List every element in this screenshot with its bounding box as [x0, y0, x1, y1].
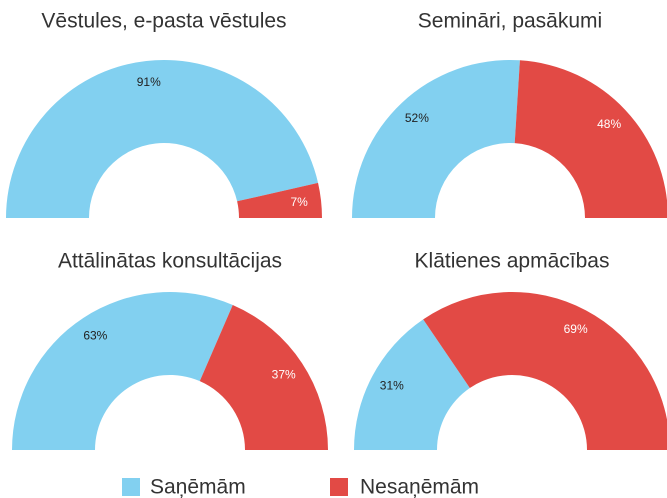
legend-swatch	[330, 478, 348, 496]
donut-slice	[352, 59, 520, 218]
chart-title: Vēstules, e-pasta vēstules	[41, 10, 286, 33]
donut-slice	[6, 60, 319, 219]
slice-label: 48%	[597, 117, 621, 131]
slice-label: 52%	[405, 111, 429, 125]
slice-label: 63%	[83, 329, 107, 343]
chart-title: Attālinātas konsultācijas	[58, 250, 282, 273]
chart-title: Semināri, pasākumi	[418, 10, 602, 33]
legend-label: Saņēmām	[150, 476, 246, 498]
slice-label: 31%	[380, 379, 404, 393]
slice-label: 91%	[137, 75, 161, 89]
donut-slice	[237, 182, 322, 218]
slice-label: 37%	[272, 368, 296, 382]
slice-label: 69%	[564, 322, 588, 336]
donut-slice	[199, 304, 328, 450]
donut-slice	[12, 292, 233, 450]
donut-slice	[423, 292, 667, 450]
legend-swatch	[122, 478, 140, 496]
legend-label: Nesaņēmām	[360, 476, 479, 498]
donut-slice	[354, 319, 470, 450]
chart-title: Klātienes apmācības	[415, 250, 610, 273]
slice-label: 7%	[290, 195, 308, 209]
donut-slice	[514, 60, 667, 218]
